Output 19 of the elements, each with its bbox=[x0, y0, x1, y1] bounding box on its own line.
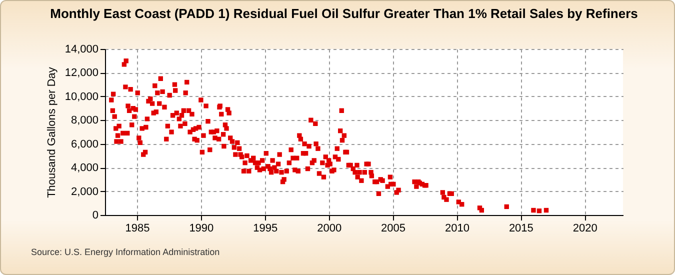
x-tick-label: 2010 bbox=[444, 222, 470, 234]
source-note: Source: U.S. Energy Information Administration bbox=[31, 247, 220, 257]
y-tick-label: 14,000 bbox=[64, 44, 98, 56]
y-tick-label: 10,000 bbox=[64, 90, 98, 103]
x-tick-label: 1995 bbox=[253, 222, 278, 234]
y-tick-label: 12,000 bbox=[64, 67, 98, 80]
y-tick-label: 6,000 bbox=[70, 138, 98, 150]
x-tick-label: 2000 bbox=[317, 222, 342, 234]
y-tick-label: 4,000 bbox=[70, 162, 98, 174]
y-tick-label: 2,000 bbox=[70, 186, 98, 198]
y-tick-label: 0 bbox=[92, 210, 98, 222]
x-tick-label: 2015 bbox=[508, 222, 534, 234]
x-tick-label: 1985 bbox=[125, 222, 150, 234]
x-tick-label: 2020 bbox=[572, 222, 598, 234]
y-tick-label: 8,000 bbox=[70, 114, 98, 127]
x-tick-label: 1990 bbox=[189, 222, 214, 234]
x-tick-label: 2005 bbox=[381, 222, 406, 234]
y-axis-title: Thousand Gallons per Day bbox=[46, 66, 58, 198]
chart-title: Monthly East Coast (PADD 1) Residual Fuel Oil Sulfur Greater Than 1% Retail Sales by Refiners bbox=[50, 6, 638, 21]
